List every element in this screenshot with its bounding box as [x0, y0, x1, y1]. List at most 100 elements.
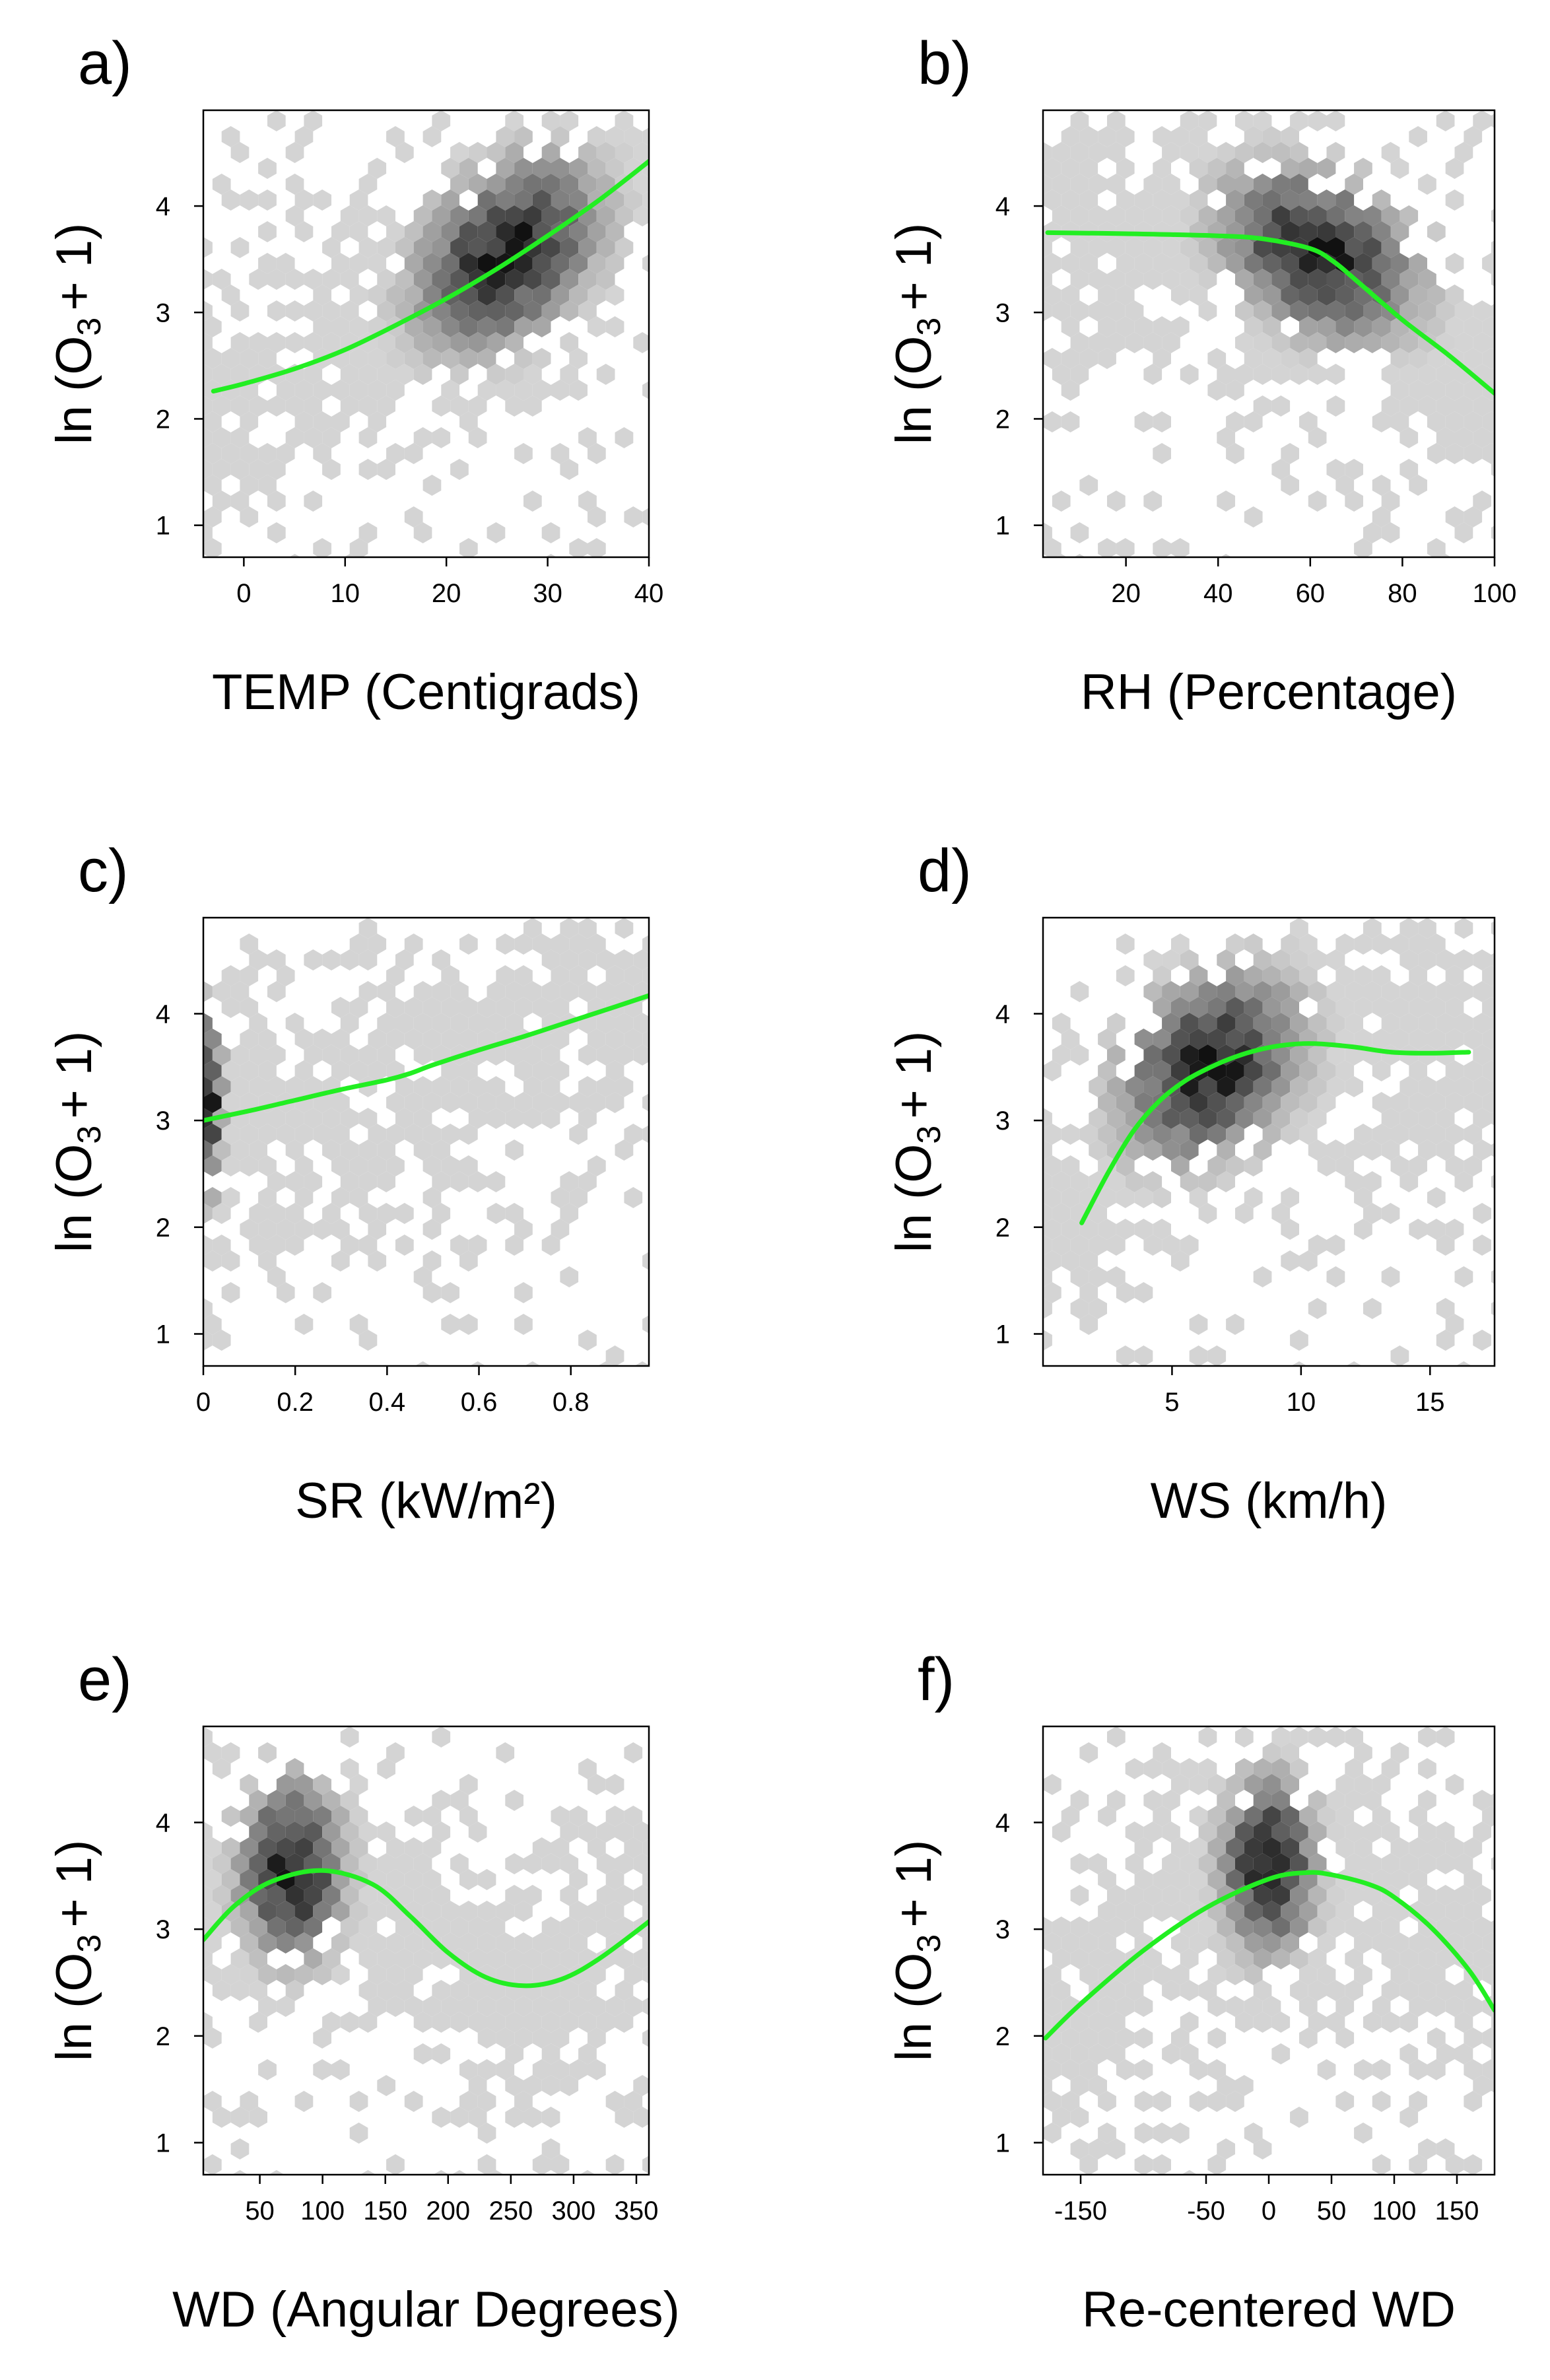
hex-bin: [1189, 1806, 1208, 1827]
hex-bin: [1043, 1282, 1061, 1303]
hex-bin: [652, 1298, 670, 1319]
hex-bin: [221, 965, 240, 986]
hex-bin: [1153, 1029, 1171, 1050]
hex-bin: [276, 1837, 295, 1858]
hex-bin: [578, 427, 597, 448]
hex-bin: [1171, 316, 1190, 337]
hex-bin: [349, 253, 368, 274]
hex-bin: [368, 158, 387, 179]
hex-bin: [395, 1203, 414, 1224]
hex-bin: [404, 1964, 423, 1985]
hex-bin: [240, 411, 259, 432]
hex-bin: [1052, 2107, 1071, 2128]
hex-bin: [368, 1964, 387, 1985]
hex-bin: [212, 981, 231, 1002]
hex-bin: [1464, 1869, 1483, 1890]
hex-bin: [1089, 300, 1107, 322]
y-title-subscript: 3: [71, 1126, 108, 1144]
hex-bin: [541, 1948, 560, 1969]
x-tick-label: 5: [1164, 1388, 1179, 1417]
hex-bin: [1107, 2043, 1126, 2064]
hex-bin: [240, 1901, 259, 1922]
hex-bin: [605, 285, 624, 306]
hex-bin: [450, 364, 469, 385]
hex-bin: [1153, 538, 1171, 557]
hex-bin: [1171, 1869, 1190, 1890]
hex-bin: [304, 332, 323, 353]
hex-bin: [1473, 300, 1491, 322]
hex-bin: [212, 269, 231, 290]
hex-bin: [1198, 205, 1217, 226]
hex-bin: [1262, 1996, 1281, 2017]
hex-bin: [1335, 1060, 1355, 1081]
hex-bin: [1052, 142, 1071, 163]
hex-bin: [578, 949, 597, 970]
hex-bin: [1180, 205, 1199, 226]
hex-bin: [1079, 1124, 1098, 1145]
hex-bin: [1299, 1092, 1318, 1113]
hex-bin: [413, 2043, 432, 2064]
hex-bin: [459, 934, 478, 955]
hex-bin: [1153, 1219, 1171, 1240]
y-title-prefix: ln (: [886, 1992, 942, 2062]
hex-bin: [615, 1076, 634, 1097]
hex-bin: [1180, 237, 1199, 258]
hex-bin: [1345, 1980, 1363, 2001]
hex-bin: [1464, 2091, 1483, 2112]
hex-bin: [1235, 269, 1254, 290]
hex-bin: [551, 1806, 570, 1827]
hex-bin: [1189, 1029, 1208, 1050]
hex-bin: [377, 395, 395, 417]
hex-bin: [276, 253, 295, 274]
hex-bin: [1381, 395, 1400, 417]
hex-bin: [1346, 1361, 1363, 1366]
y-tick-label: 4: [995, 1000, 1010, 1029]
hex-bin: [441, 189, 459, 211]
hex-bin: [203, 1837, 222, 1858]
y-title-suffix: + 1): [46, 1840, 102, 1928]
hex-bin: [212, 395, 231, 417]
hex-bin: [422, 1806, 442, 1827]
hex-bin: [1043, 300, 1052, 322]
hex-bin: [203, 411, 222, 432]
hex-bin: [450, 174, 469, 195]
hex-bin: [1399, 2012, 1419, 2033]
hex-bin: [1271, 205, 1291, 226]
hex-bin: [230, 1917, 250, 1938]
hex-bin: [1500, 475, 1519, 496]
hex-bin: [249, 2012, 267, 2033]
hex-bin: [313, 1219, 331, 1240]
hex-bin: [1445, 316, 1464, 337]
hex-bin: [1381, 142, 1400, 163]
hex-bin: [441, 253, 459, 274]
hex-bin: [267, 300, 286, 322]
y-tick-label: 3: [995, 298, 1010, 327]
hex-bin: [1061, 1806, 1080, 1827]
hex-bin: [1226, 1155, 1244, 1176]
hex-bin: [1290, 1917, 1308, 1938]
y-tick-label: 1: [995, 1320, 1010, 1349]
hex-bin: [1079, 348, 1098, 369]
hex-bin: [1253, 364, 1272, 385]
hex-bin: [1381, 1108, 1400, 1129]
hex-bin: [1445, 411, 1464, 432]
hex-bin: [203, 1139, 213, 1161]
hex-bin: [249, 949, 267, 970]
hex-bin: [1473, 1203, 1491, 1224]
hex-bin: [1335, 1837, 1355, 1858]
y-title-suffix: + 1): [46, 223, 102, 311]
hex-bin: [1399, 981, 1419, 1002]
hex-bin: [588, 443, 606, 464]
hex-bin: [605, 1996, 624, 2017]
hex-bin: [221, 1964, 240, 1985]
hex-bin: [404, 253, 423, 274]
hex-bin: [331, 1250, 350, 1272]
hex-bin: [1171, 189, 1190, 211]
hex-bin: [349, 1060, 368, 1081]
hex-bin: [258, 1806, 277, 1827]
hex-bin: [459, 253, 478, 274]
hex-bin: [1317, 2059, 1336, 2080]
hex-bin: [551, 997, 570, 1018]
hex-bin: [1308, 1948, 1327, 1969]
